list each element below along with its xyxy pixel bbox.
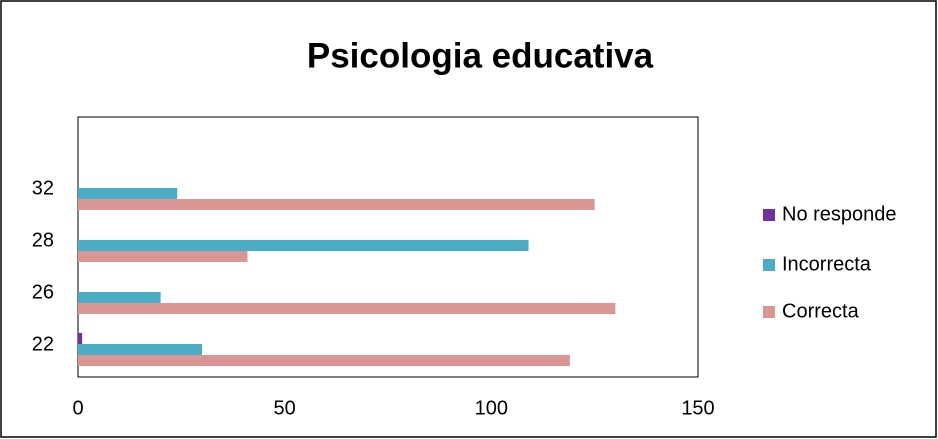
legend-label: Incorrecta: [782, 253, 872, 275]
legend-swatch: [763, 259, 775, 271]
y-tick-label: 22: [32, 333, 54, 355]
bar: [78, 303, 616, 314]
x-tick-label: 150: [681, 397, 714, 419]
bar: [78, 199, 595, 210]
legend-label: Correcta: [782, 300, 860, 322]
bar: [78, 292, 161, 303]
x-tick-label: 100: [475, 397, 508, 419]
legend-swatch: [763, 209, 775, 221]
bar: [78, 355, 570, 366]
bar: [78, 240, 529, 251]
x-tick-label: 0: [72, 397, 83, 419]
bar: [78, 333, 83, 344]
bar: [78, 188, 178, 199]
bar: [78, 344, 202, 355]
x-tick-label: 50: [274, 397, 296, 419]
y-tick-label: 26: [32, 281, 54, 303]
chart-title: Psicologia educativa: [307, 36, 654, 75]
y-tick-label: 28: [32, 229, 54, 251]
bar: [78, 251, 248, 262]
legend-swatch: [763, 306, 775, 318]
legend-label: No responde: [782, 203, 897, 225]
y-tick-label: 32: [32, 177, 54, 199]
